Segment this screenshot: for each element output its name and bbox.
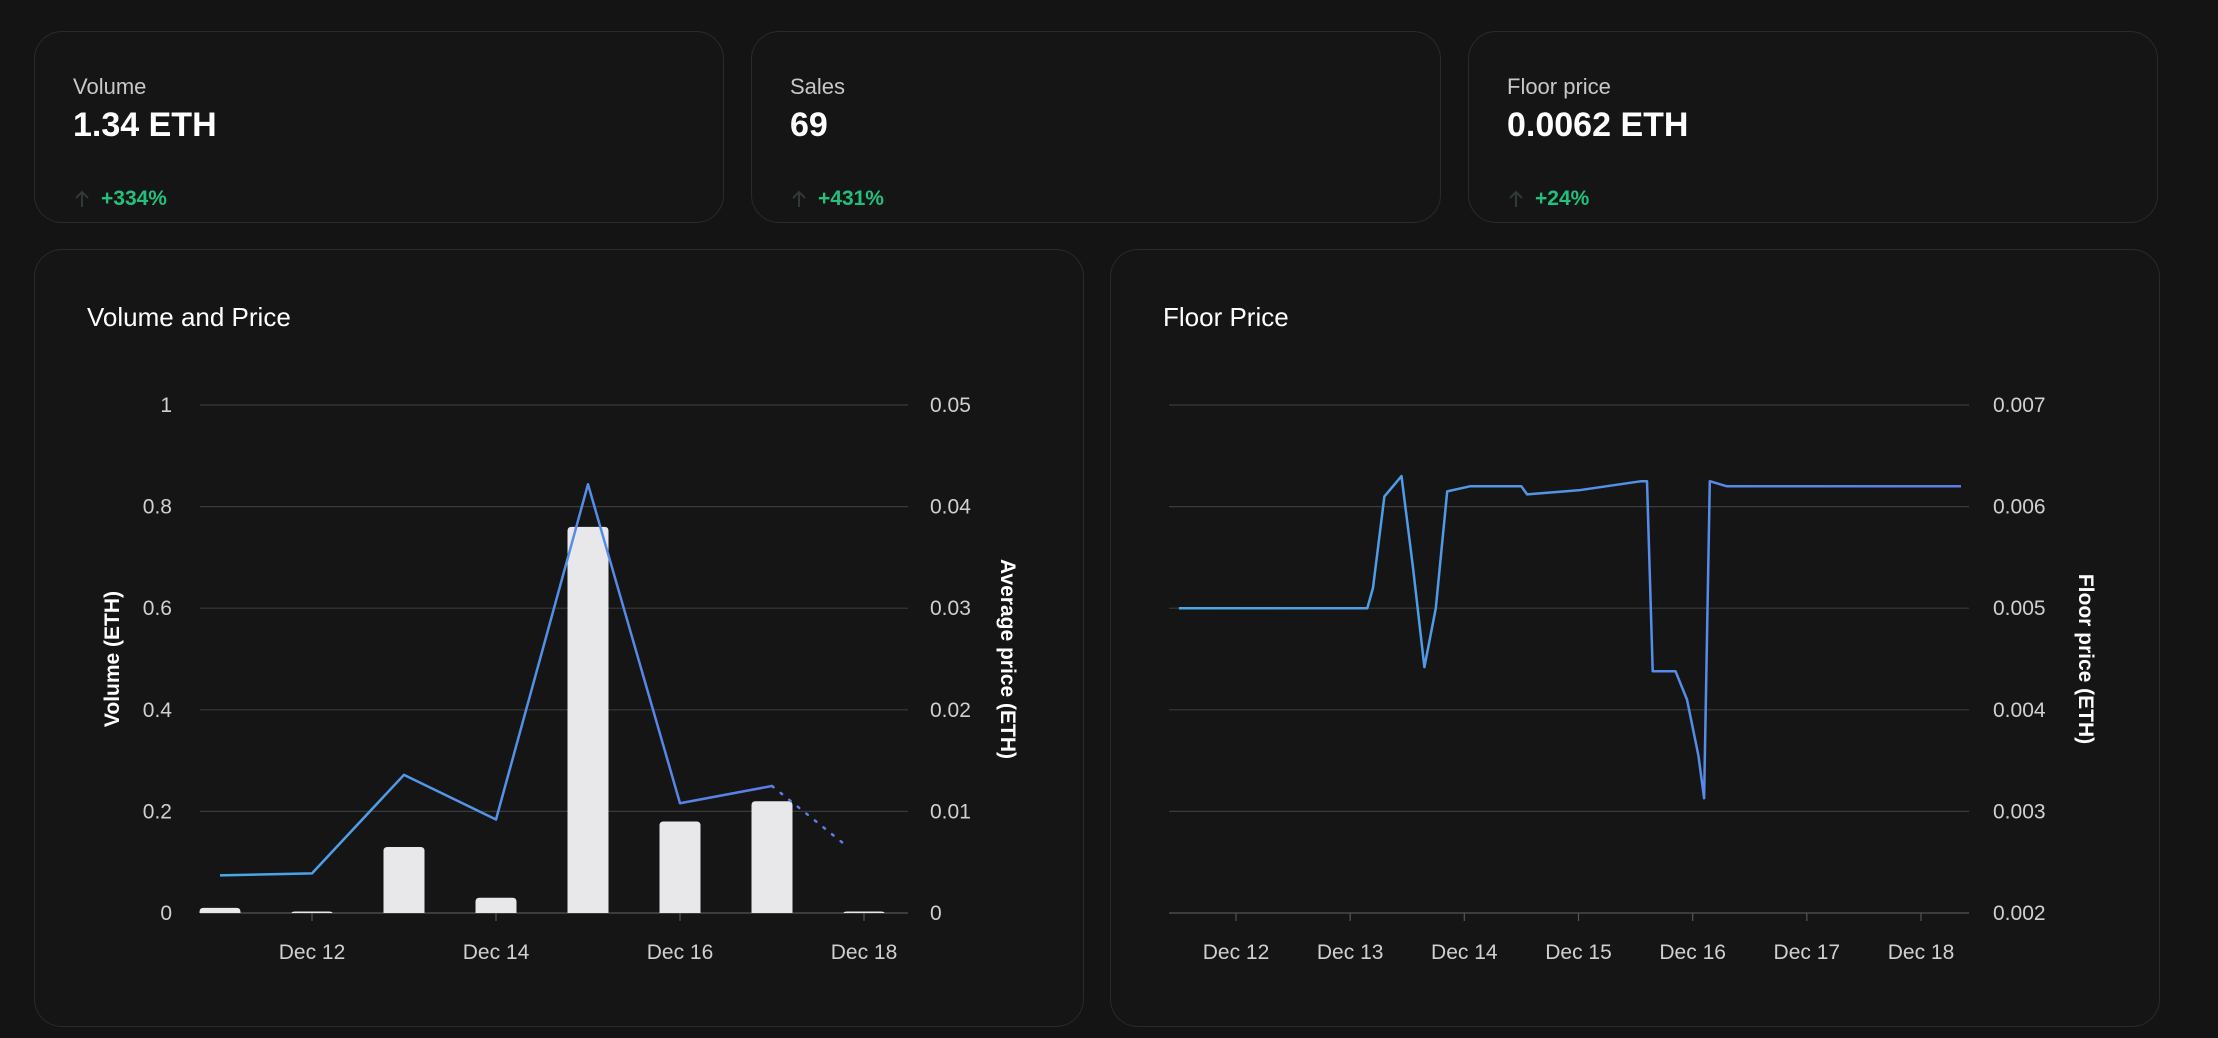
- stat-value: 69: [790, 106, 828, 144]
- bar: [199, 907, 241, 913]
- bar: [751, 801, 793, 913]
- change-percent: +431%: [818, 187, 884, 210]
- arrow-up-icon: [792, 190, 806, 207]
- bar: [843, 911, 885, 913]
- x-tick-label: Dec 16: [647, 941, 714, 964]
- y-tick-label: 0.005: [1993, 597, 2046, 620]
- volume-price-chart-card: Volume and Price 0 0.2 0.4 0.6 0.8 1 0 0.01 0.02…: [34, 249, 1084, 1027]
- bar: [567, 526, 609, 913]
- arrow-up-icon: [75, 190, 89, 207]
- y-tick-label: 0.002: [1993, 902, 2046, 925]
- y2-tick-label: 0.01: [930, 800, 971, 823]
- x-tick-label: Dec 16: [1659, 941, 1726, 964]
- y-tick-label: 0.004: [1993, 699, 2046, 722]
- bar: [475, 897, 517, 913]
- stat-label: Floor price: [1507, 74, 1611, 99]
- stat-value: 1.34 ETH: [73, 106, 217, 144]
- sales-stat-card: Sales 69 +431%: [751, 31, 1441, 223]
- x-tick-label: Dec 18: [1888, 941, 1955, 964]
- x-tick-label: Dec 18: [831, 941, 898, 964]
- price-line-projection: [770, 784, 846, 846]
- y-axis-label: Floor price (ETH): [2074, 574, 2097, 744]
- y-tick-label: 0.2: [143, 800, 172, 823]
- stat-change: +24%: [1507, 187, 1589, 211]
- floor-price-line: [1178, 474, 1961, 800]
- stat-value: 0.0062 ETH: [1507, 106, 1689, 144]
- y2-tick-label: 0.03: [930, 597, 971, 620]
- change-percent: +334%: [101, 187, 167, 210]
- x-tick-label: Dec 12: [279, 941, 346, 964]
- chart-title: Floor Price: [1163, 302, 1289, 332]
- volume-stat-card: Volume 1.34 ETH +334%: [34, 31, 724, 223]
- stat-label: Volume: [73, 74, 147, 99]
- x-tick-label: Dec 15: [1545, 941, 1612, 964]
- bar: [291, 911, 333, 913]
- y-axis-label: Volume (ETH): [101, 591, 124, 727]
- y-tick-label: 1: [160, 394, 172, 417]
- floor-price-chart-card: Floor Price 0.002 0.003 0.004 0.005 0.006 0.0…: [1110, 249, 2160, 1027]
- x-tick-label: Dec 12: [1203, 941, 1270, 964]
- y-tick-label: 0.6: [143, 597, 172, 620]
- y2-tick-label: 0.05: [930, 394, 971, 417]
- floor-price-stat-card: Floor price 0.0062 ETH +24%: [1468, 31, 2158, 223]
- y2-tick-label: 0.04: [930, 496, 971, 519]
- y-tick-label: 0.003: [1993, 800, 2046, 823]
- x-tick-label: Dec 13: [1317, 941, 1384, 964]
- y-tick-label: 0.4: [143, 699, 173, 722]
- arrow-up-icon: [1509, 190, 1523, 207]
- y-tick-label: 0.006: [1993, 496, 2046, 519]
- x-tick-label: Dec 17: [1774, 941, 1841, 964]
- stat-change: +334%: [73, 187, 167, 211]
- x-tick-label: Dec 14: [1431, 941, 1498, 964]
- x-tick-label: Dec 14: [463, 941, 530, 964]
- volume-price-chart: 0 0.2 0.4 0.6 0.8 1 0 0.01 0.02 0.03 0.04 0.05 Dec 1…: [101, 394, 1019, 964]
- y2-tick-label: 0: [930, 902, 942, 925]
- change-percent: +24%: [1535, 187, 1590, 210]
- y2-tick-label: 0.02: [930, 699, 971, 722]
- y-tick-label: 0: [160, 902, 172, 925]
- y-tick-label: 0.007: [1993, 394, 2046, 417]
- floor-price-chart: 0.002 0.003 0.004 0.005 0.006 0.007 Dec 12 Dec …: [1169, 394, 2097, 964]
- stat-label: Sales: [790, 74, 846, 99]
- y-tick-label: 0.8: [143, 496, 172, 519]
- price-line: [219, 482, 773, 877]
- bar: [383, 846, 425, 913]
- y2-axis-label: Average price (ETH): [996, 559, 1019, 759]
- stat-change: +431%: [790, 187, 884, 211]
- bar: [659, 821, 701, 913]
- chart-title: Volume and Price: [87, 302, 291, 332]
